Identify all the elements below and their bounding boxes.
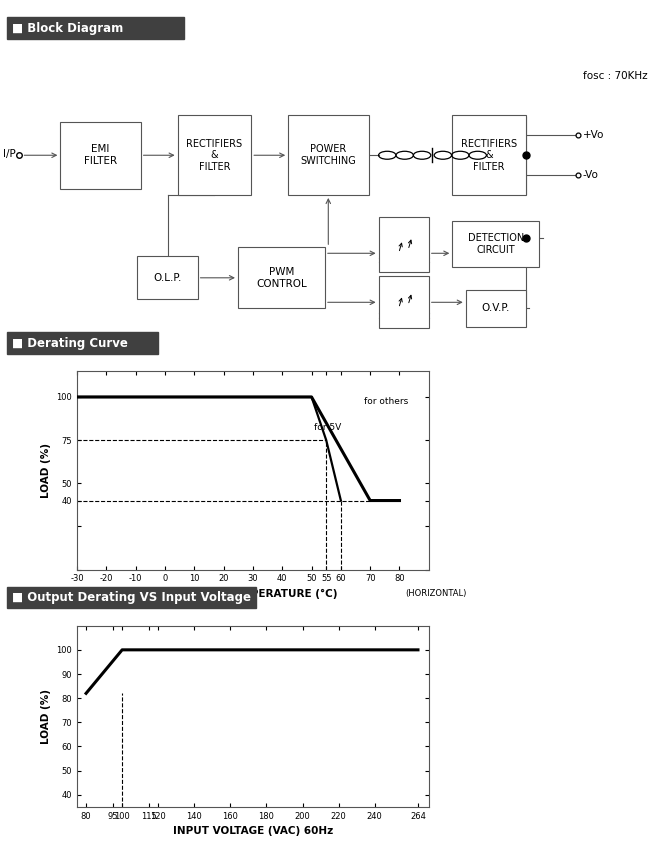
Y-axis label: LOAD (%): LOAD (%) xyxy=(41,443,51,498)
Text: O.V.P.: O.V.P. xyxy=(482,304,510,313)
Text: I/P: I/P xyxy=(3,149,16,160)
Bar xyxy=(238,247,325,308)
Text: POWER
SWITCHING: POWER SWITCHING xyxy=(300,144,356,166)
X-axis label: INPUT VOLTAGE (VAC) 60Hz: INPUT VOLTAGE (VAC) 60Hz xyxy=(173,826,333,836)
Text: ■ Derating Curve: ■ Derating Curve xyxy=(12,337,128,350)
Bar xyxy=(452,116,526,195)
Text: ■ Output Derating VS Input Voltage: ■ Output Derating VS Input Voltage xyxy=(12,591,251,604)
Text: for others: for others xyxy=(364,397,409,406)
Text: RECTIFIERS
&
FILTER: RECTIFIERS & FILTER xyxy=(186,139,243,172)
Text: (HORIZONTAL): (HORIZONTAL) xyxy=(405,589,467,598)
Bar xyxy=(379,276,429,328)
Bar xyxy=(60,122,141,189)
Bar xyxy=(137,256,198,299)
Bar xyxy=(7,17,184,39)
Text: DETECTION
CIRCUIT: DETECTION CIRCUIT xyxy=(468,233,524,255)
X-axis label: AMBIENT TEMPERATURE (°C): AMBIENT TEMPERATURE (°C) xyxy=(169,589,337,599)
Bar xyxy=(7,587,256,608)
Bar xyxy=(452,221,539,267)
Text: ■ Block Diagram: ■ Block Diagram xyxy=(12,22,123,35)
Bar xyxy=(379,217,429,272)
Text: PWM
CONTROL: PWM CONTROL xyxy=(256,267,307,288)
Bar xyxy=(288,116,369,195)
Text: +Vo: +Vo xyxy=(583,129,604,140)
Bar xyxy=(7,332,157,354)
Bar xyxy=(178,116,251,195)
Text: RECTIFIERS
&
FILTER: RECTIFIERS & FILTER xyxy=(461,139,517,172)
Text: fosc : 70KHz: fosc : 70KHz xyxy=(583,71,647,80)
Text: for 5V: for 5V xyxy=(314,423,342,432)
Bar xyxy=(466,290,526,327)
Text: O.L.P.: O.L.P. xyxy=(153,273,182,283)
Y-axis label: LOAD (%): LOAD (%) xyxy=(41,689,51,744)
Text: EMI
FILTER: EMI FILTER xyxy=(84,144,117,166)
Text: -Vo: -Vo xyxy=(583,169,599,180)
